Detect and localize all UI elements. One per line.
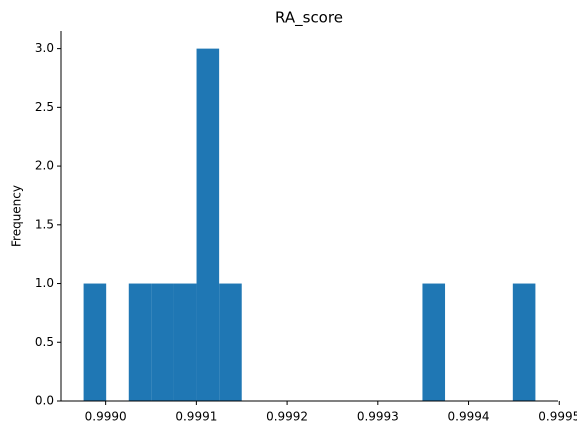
bar xyxy=(128,283,152,401)
bar xyxy=(219,283,242,401)
x-tick-label: 0.9993 xyxy=(357,410,399,424)
x-tick-label: 0.9995 xyxy=(538,410,577,424)
chart-title: RA_score xyxy=(275,9,343,28)
bar xyxy=(422,283,446,401)
x-tick-label: 0.9991 xyxy=(175,410,217,424)
x-tick-label: 0.9992 xyxy=(266,410,308,424)
y-tick-label: 1.0 xyxy=(35,276,54,290)
y-tick-label: 3.0 xyxy=(35,41,54,55)
y-tick-label: 2.0 xyxy=(35,159,54,173)
y-tick-label: 0.0 xyxy=(35,394,54,408)
y-tick-label: 0.5 xyxy=(35,335,54,349)
bar xyxy=(83,283,107,401)
bar xyxy=(196,48,220,401)
y-tick-label: 1.5 xyxy=(35,217,54,231)
x-tick-label: 0.9990 xyxy=(85,410,127,424)
x-tick-label: 0.9994 xyxy=(448,410,490,424)
y-axis-label: Frequency xyxy=(10,185,24,247)
y-tick-label: 2.5 xyxy=(35,100,54,114)
bar xyxy=(151,283,174,401)
bar xyxy=(512,283,536,401)
bar xyxy=(173,283,197,401)
